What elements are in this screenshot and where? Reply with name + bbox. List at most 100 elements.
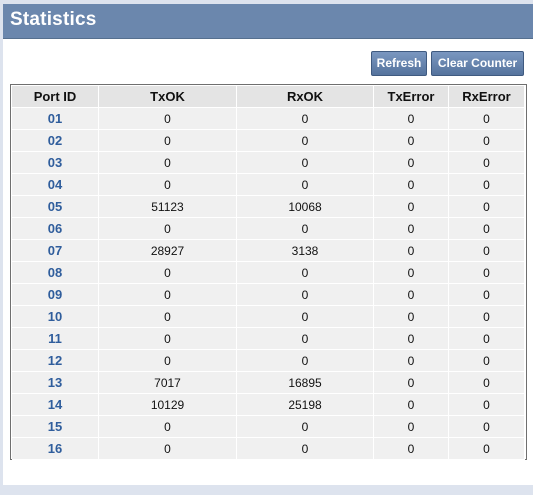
table-row: 05 51123 10068 0 0	[12, 196, 525, 218]
rxerror-cell: 0	[449, 108, 525, 130]
header-rxok: RxOK	[237, 86, 374, 108]
txerror-cell: 0	[374, 108, 449, 130]
table-row: 13 7017 16895 0 0	[12, 372, 525, 394]
rxok-cell: 10068	[237, 196, 374, 218]
rxerror-cell: 0	[449, 152, 525, 174]
port-id-link[interactable]: 10	[12, 306, 99, 328]
rxerror-cell: 0	[449, 174, 525, 196]
txok-cell: 0	[99, 218, 237, 240]
rxerror-cell: 0	[449, 196, 525, 218]
port-id-link[interactable]: 01	[12, 108, 99, 130]
statistics-table-container: Port ID TxOK RxOK TxError RxError 01 0 0…	[10, 84, 527, 460]
txerror-cell: 0	[374, 174, 449, 196]
rxok-cell: 0	[237, 130, 374, 152]
rxerror-cell: 0	[449, 350, 525, 372]
rxerror-cell: 0	[449, 394, 525, 416]
header-txerror: TxError	[374, 86, 449, 108]
txerror-cell: 0	[374, 218, 449, 240]
table-row: 03 0 0 0 0	[12, 152, 525, 174]
table-row: 09 0 0 0 0	[12, 284, 525, 306]
port-id-link[interactable]: 04	[12, 174, 99, 196]
table-row: 02 0 0 0 0	[12, 130, 525, 152]
txerror-cell: 0	[374, 394, 449, 416]
statistics-table: Port ID TxOK RxOK TxError RxError 01 0 0…	[12, 86, 525, 460]
clear-counter-button[interactable]: Clear Counter	[431, 51, 524, 76]
rxok-cell: 25198	[237, 394, 374, 416]
txerror-cell: 0	[374, 372, 449, 394]
port-id-link[interactable]: 14	[12, 394, 99, 416]
rxerror-cell: 0	[449, 416, 525, 438]
txok-cell: 51123	[99, 196, 237, 218]
txerror-cell: 0	[374, 152, 449, 174]
port-id-link[interactable]: 09	[12, 284, 99, 306]
rxok-cell: 0	[237, 328, 374, 350]
port-id-link[interactable]: 02	[12, 130, 99, 152]
txok-cell: 0	[99, 306, 237, 328]
txok-cell: 28927	[99, 240, 237, 262]
port-id-link[interactable]: 12	[12, 350, 99, 372]
port-id-link[interactable]: 16	[12, 438, 99, 460]
port-id-link[interactable]: 07	[12, 240, 99, 262]
table-row: 10 0 0 0 0	[12, 306, 525, 328]
table-row: 15 0 0 0 0	[12, 416, 525, 438]
port-id-link[interactable]: 06	[12, 218, 99, 240]
rxok-cell: 0	[237, 108, 374, 130]
port-id-link[interactable]: 13	[12, 372, 99, 394]
rxerror-cell: 0	[449, 284, 525, 306]
header-txok: TxOK	[99, 86, 237, 108]
table-row: 07 28927 3138 0 0	[12, 240, 525, 262]
rxerror-cell: 0	[449, 130, 525, 152]
rxerror-cell: 0	[449, 372, 525, 394]
rxok-cell: 0	[237, 174, 374, 196]
rxerror-cell: 0	[449, 306, 525, 328]
txerror-cell: 0	[374, 438, 449, 460]
refresh-button[interactable]: Refresh	[371, 51, 427, 76]
rxerror-cell: 0	[449, 262, 525, 284]
table-row: 08 0 0 0 0	[12, 262, 525, 284]
header-rxerror: RxError	[449, 86, 525, 108]
port-id-link[interactable]: 05	[12, 196, 99, 218]
port-id-link[interactable]: 08	[12, 262, 99, 284]
txok-cell: 0	[99, 350, 237, 372]
rxok-cell: 0	[237, 438, 374, 460]
rxok-cell: 0	[237, 218, 374, 240]
table-row: 11 0 0 0 0	[12, 328, 525, 350]
port-id-link[interactable]: 03	[12, 152, 99, 174]
txerror-cell: 0	[374, 306, 449, 328]
port-id-link[interactable]: 11	[12, 328, 99, 350]
txerror-cell: 0	[374, 240, 449, 262]
rxok-cell: 0	[237, 350, 374, 372]
port-id-link[interactable]: 15	[12, 416, 99, 438]
table-row: 16 0 0 0 0	[12, 438, 525, 460]
table-row: 04 0 0 0 0	[12, 174, 525, 196]
txok-cell: 7017	[99, 372, 237, 394]
txok-cell: 0	[99, 438, 237, 460]
txok-cell: 10129	[99, 394, 237, 416]
txerror-cell: 0	[374, 284, 449, 306]
txok-cell: 0	[99, 152, 237, 174]
rxok-cell: 16895	[237, 372, 374, 394]
table-row: 12 0 0 0 0	[12, 350, 525, 372]
rxerror-cell: 0	[449, 240, 525, 262]
rxerror-cell: 0	[449, 438, 525, 460]
txok-cell: 0	[99, 284, 237, 306]
txok-cell: 0	[99, 328, 237, 350]
page-title: Statistics	[10, 9, 97, 30]
txok-cell: 0	[99, 130, 237, 152]
table-row: 01 0 0 0 0	[12, 108, 525, 130]
rxok-cell: 0	[237, 262, 374, 284]
txerror-cell: 0	[374, 130, 449, 152]
page-header: Statistics	[3, 4, 533, 39]
statistics-table-body: 01 0 0 0 0 02 0 0 0 0 03 0 0 0	[12, 108, 525, 460]
txok-cell: 0	[99, 108, 237, 130]
txerror-cell: 0	[374, 328, 449, 350]
table-row: 06 0 0 0 0	[12, 218, 525, 240]
table-row: 14 10129 25198 0 0	[12, 394, 525, 416]
rxerror-cell: 0	[449, 218, 525, 240]
rxerror-cell: 0	[449, 328, 525, 350]
txerror-cell: 0	[374, 196, 449, 218]
txok-cell: 0	[99, 174, 237, 196]
txerror-cell: 0	[374, 262, 449, 284]
rxok-cell: 0	[237, 306, 374, 328]
txerror-cell: 0	[374, 350, 449, 372]
